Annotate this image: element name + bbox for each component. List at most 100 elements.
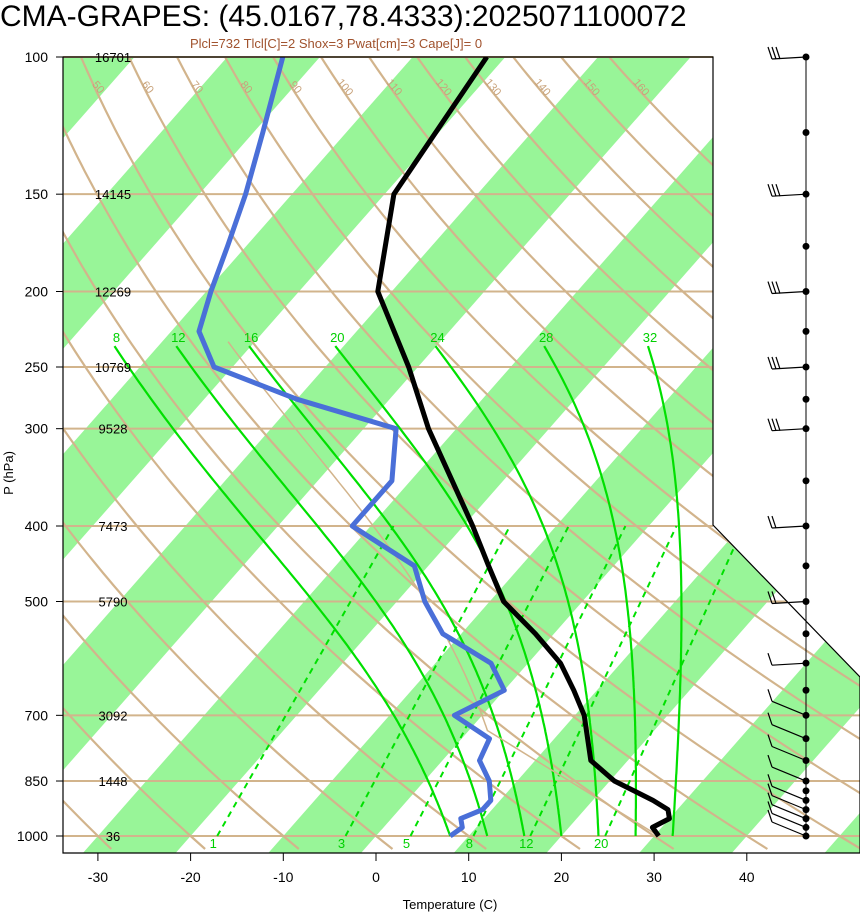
chart-title: CMA-GRAPES: (45.0167,78.4333):2025071100… [0, 0, 687, 33]
wind-barb-staff [771, 428, 807, 432]
wind-barb-flag [767, 689, 773, 702]
wind-barb-flag [775, 281, 781, 294]
height-label: 5790 [99, 594, 128, 609]
wind-barb-staff [771, 821, 807, 837]
wind-barb-flag [767, 801, 773, 814]
wind-barb-staff [771, 812, 807, 828]
x-axis-label: Temperature (C) [403, 897, 498, 912]
height-label: 36 [106, 829, 120, 844]
pressure-tick-label: 1000 [17, 828, 48, 844]
height-label: 16701 [95, 50, 131, 65]
wind-level-dot [802, 395, 810, 403]
moist-adiabat [334, 345, 563, 837]
dry-adiabat-label: 140 [532, 77, 553, 99]
wind-barb-staff [771, 662, 807, 666]
mixing-ratio-line [472, 525, 627, 837]
moist-adiabat [113, 345, 452, 837]
wind-barb-staff [771, 804, 807, 820]
dry-adiabat [63, 57, 675, 850]
pressure-tick-label: 250 [25, 359, 49, 375]
wind-level-dot [802, 327, 810, 335]
wind-level-dot [802, 242, 810, 250]
wind-barb-staff [771, 290, 807, 295]
height-label: 12269 [95, 285, 131, 300]
isotherm-band [268, 57, 860, 853]
mixing-ratio-lines: 1 3 5 8 12 20 [210, 525, 745, 851]
dry-adiabat [224, 57, 860, 850]
dry-adiabat [63, 57, 581, 850]
wind-level-dot [802, 128, 810, 136]
wind-barb-flag [775, 418, 781, 431]
wind-barb-flag [767, 712, 773, 725]
wind-barb-staff [771, 525, 807, 529]
parcel-path [227, 341, 660, 837]
wind-column [767, 46, 810, 840]
dry-adiabat-label: 100 [334, 77, 355, 99]
wind-barb-staff [771, 700, 807, 716]
temperature-tick-label: 0 [372, 869, 380, 885]
pressure-tick-label: 200 [25, 284, 49, 300]
pressure-tick-label: 150 [25, 186, 49, 202]
mixing-ratio-label: 12 [519, 836, 533, 851]
mixing-ratio-label: 1 [210, 836, 217, 851]
temperature-tick-label: -20 [180, 869, 200, 885]
wind-barb-flag [775, 356, 781, 370]
dry-adiabat [63, 57, 394, 850]
mixing-ratio-line [604, 525, 745, 837]
wind-barb-flag [771, 591, 777, 604]
wind-barb-flag [767, 281, 773, 294]
moist-adiabat-label: 16 [244, 330, 258, 345]
height-label: 10769 [95, 360, 131, 375]
dry-adiabat [79, 57, 860, 850]
wind-barb-flag [771, 418, 777, 431]
wind-barb-flag [771, 356, 777, 370]
moist-adiabat [248, 345, 526, 837]
height-label: 3092 [99, 708, 128, 723]
wind-level-dot [802, 686, 810, 694]
dry-adiabat [464, 57, 860, 851]
dry-adiabat [320, 57, 860, 850]
mixing-ratio-label: 3 [338, 836, 345, 851]
dry-adiabat [63, 57, 768, 850]
pressure-tick-label: 500 [25, 593, 49, 609]
parcel-line [227, 341, 660, 837]
wind-barb-flag [767, 754, 773, 768]
wind-barb-flag [775, 183, 781, 197]
wind-barb-staff [771, 193, 807, 197]
wind-barb-staff [771, 766, 807, 782]
dewpoint-line [196, 57, 507, 839]
y-axis-label: P (hPa) [1, 451, 16, 495]
pressure-tick-label: 100 [25, 49, 49, 65]
wind-barb-staff [771, 745, 807, 762]
mixing-ratio-label: 20 [594, 836, 608, 851]
wind-level-dot [802, 787, 810, 795]
wind-barb-flag [767, 515, 773, 529]
dry-adiabat [176, 57, 860, 850]
plot-frame [62, 56, 860, 854]
pressure-tick-label: 700 [25, 707, 49, 723]
temperature-tick-label: 10 [461, 869, 477, 885]
wind-barb-flag [771, 46, 777, 60]
wind-barb-flag [767, 783, 773, 796]
wind-level-dot [802, 562, 810, 570]
wind-barb-flag [767, 418, 773, 431]
wind-barb-flag [767, 591, 773, 604]
dry-adiabat [512, 57, 860, 851]
wind-barb-flag [771, 183, 777, 197]
moist-adiabat-label: 20 [330, 330, 344, 345]
height-label: 1448 [99, 774, 128, 789]
pressure-tick-label: 300 [25, 421, 49, 437]
dry-adiabat [128, 57, 860, 850]
chart-subtitle: Plcl=732 Tlcl[C]=2 Shox=3 Pwat[cm]=3 Cap… [190, 36, 483, 51]
mixing-ratio-line [344, 525, 511, 837]
mixing-ratio-label: 5 [403, 836, 410, 851]
temperature-tick-label: 20 [554, 869, 570, 885]
dry-adiabat-label: 130 [482, 77, 503, 99]
dry-adiabat [63, 57, 300, 850]
isotherm-bands [63, 57, 860, 853]
dry-adiabats [63, 57, 860, 851]
pressure-tick-label: 850 [25, 773, 49, 789]
plot-border [62, 56, 860, 854]
moist-adiabat [434, 345, 600, 837]
height-label: 7473 [99, 519, 128, 534]
